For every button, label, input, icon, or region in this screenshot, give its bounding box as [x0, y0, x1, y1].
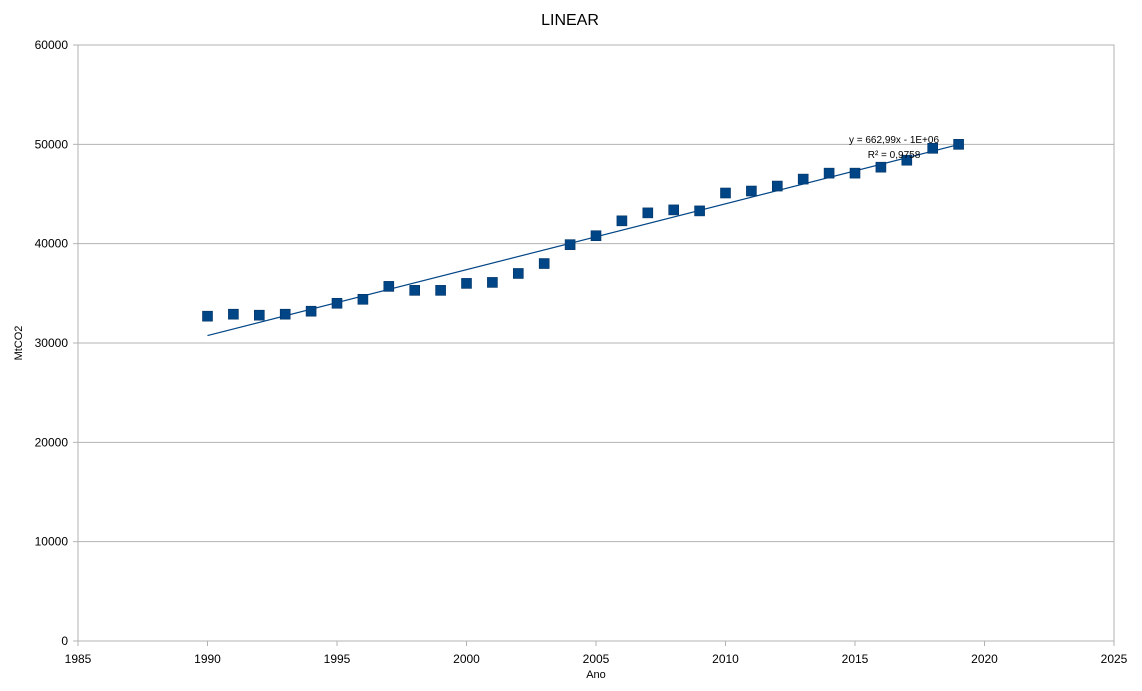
x-tick-label: 2010 — [712, 652, 739, 666]
y-axis-ticks: 0 10000 20000 30000 40000 50000 60000 — [35, 38, 78, 648]
data-point-square — [590, 230, 602, 242]
data-point-square — [487, 277, 498, 288]
data-point-square — [279, 308, 291, 320]
data-point-square — [564, 239, 576, 250]
x-tick-label: 1995 — [324, 652, 351, 666]
data-point-square — [927, 143, 939, 154]
x-axis-label: Ano — [586, 669, 606, 681]
data-point-square — [849, 167, 861, 179]
data-point-square — [694, 205, 705, 217]
data-point-square — [668, 204, 680, 216]
data-point-square — [383, 281, 395, 292]
data-point-square — [228, 308, 239, 320]
x-axis-ticks: 1985 1990 1995 2000 2005 2010 2015 2020 2025 — [65, 641, 1128, 666]
data-point-square — [435, 285, 446, 296]
y-tick-label: 30000 — [35, 336, 69, 350]
x-tick-label: 2005 — [583, 652, 610, 666]
data-point-square — [254, 309, 265, 321]
data-point-square — [538, 258, 550, 269]
data-point-square — [746, 185, 757, 197]
data-point-square — [331, 297, 343, 309]
data-point-square — [771, 180, 783, 192]
trendline-equation-label: y = 662,99x - 1E+06 — [849, 135, 940, 146]
x-tick-label: 2025 — [1101, 652, 1128, 666]
y-tick-label: 10000 — [35, 535, 69, 549]
chart-title: LINEAR — [541, 12, 599, 29]
y-axis-label: MtCO2 — [13, 326, 25, 361]
data-point-square — [953, 139, 964, 150]
data-point-square — [616, 215, 628, 227]
data-point-square — [875, 161, 887, 173]
x-tick-label: 2015 — [842, 652, 869, 666]
data-point-square — [797, 173, 809, 185]
data-point-square — [202, 310, 213, 322]
data-point-square — [642, 207, 654, 219]
grid-lines — [78, 143, 1114, 543]
data-point-square — [305, 305, 317, 317]
x-tick-label: 1985 — [65, 652, 92, 666]
data-point-square — [823, 167, 835, 179]
data-point-square — [409, 285, 421, 296]
data-point-square — [357, 293, 369, 305]
y-tick-label: 0 — [61, 634, 68, 648]
y-tick-label: 20000 — [35, 435, 69, 449]
trendline-r2-label: R² = 0,9758 — [868, 150, 921, 161]
data-point-square — [720, 187, 731, 199]
data-point-square — [901, 154, 913, 166]
x-tick-label: 2020 — [971, 652, 998, 666]
plot-area: 1985 1990 1995 2000 2005 2010 2015 2020 2025 0 10… — [35, 38, 1128, 666]
y-tick-label: 50000 — [35, 137, 69, 151]
data-point-square — [461, 278, 472, 289]
x-tick-label: 2000 — [453, 652, 480, 666]
y-tick-label: 40000 — [35, 237, 69, 251]
data-point-square — [512, 268, 524, 279]
y-tick-label: 60000 — [35, 38, 69, 52]
x-tick-label: 1990 — [194, 652, 221, 666]
data-points-layer — [202, 139, 964, 322]
